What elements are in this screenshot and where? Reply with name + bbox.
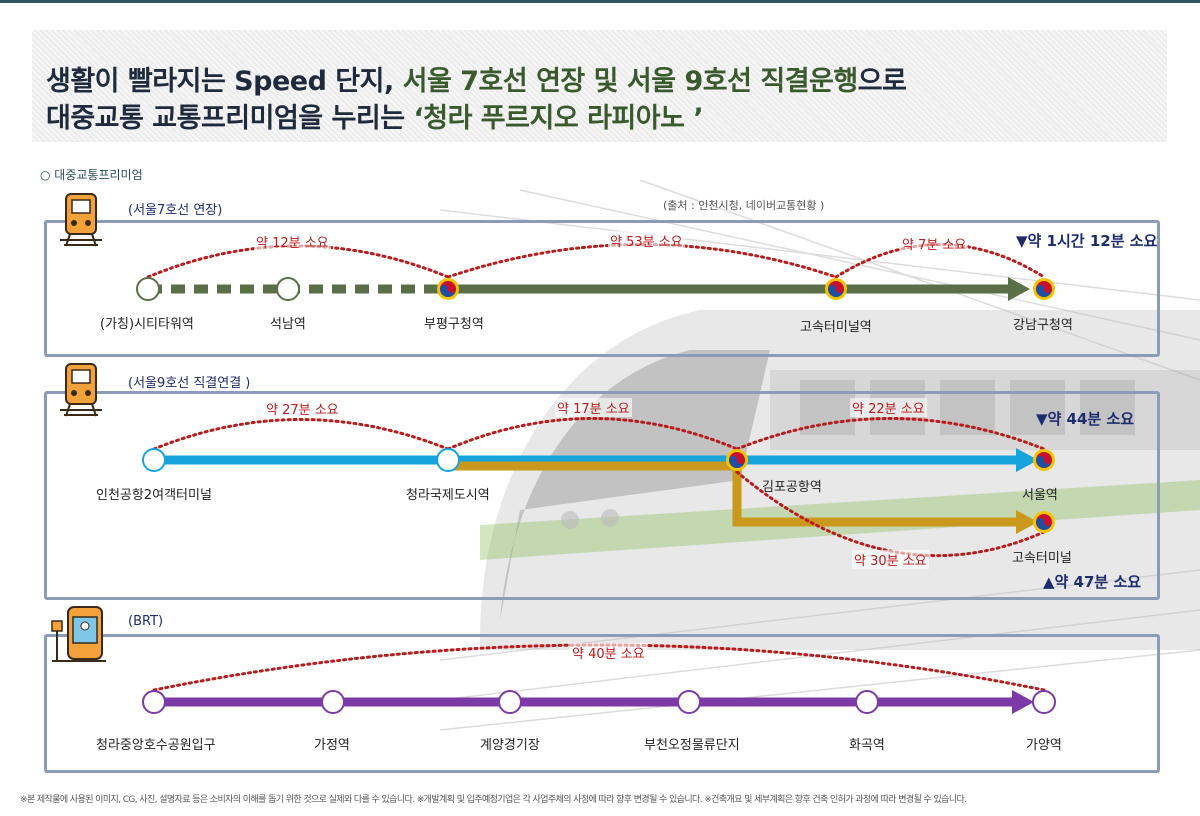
line7-arrow (1008, 277, 1030, 301)
line9-duration-1: 약 27분 소요 (264, 399, 341, 418)
top-rule (0, 0, 1200, 3)
taegeuk-icon (437, 278, 459, 300)
station-marker (1032, 690, 1056, 714)
line9-name: (서울9호선 직결연결 ) (128, 376, 251, 391)
station-label: 화곡역 (849, 738, 885, 753)
taegeuk-icon (1033, 278, 1055, 300)
station-label: 석남역 (270, 317, 306, 332)
line9-arc-3 (735, 417, 1046, 451)
headline-line-2: 대중교통 교통프리미엄을 누리는 ‘청라 푸르지오 라피아노 ’ (46, 103, 704, 134)
station-label: 가정역 (314, 738, 350, 753)
station-label: 김포공항역 (762, 480, 822, 495)
headline-banner: 생활이 빨라지는 Speed 단지, 서울 7호선 연장 및 서울 9호선 직결… (32, 30, 1167, 142)
line9-duration-3: 약 22분 소요 (850, 398, 927, 417)
line9-total-time-top: ▼약 44분 소요 (1036, 410, 1135, 428)
station-marker (136, 277, 160, 301)
station-label: 계양경기장 (480, 738, 540, 753)
station-label: 고속터미널 (1012, 551, 1072, 566)
line9-arc-2 (446, 417, 739, 451)
station-label: 인천공항2여객터미널 (96, 488, 212, 503)
line9-duration-2: 약 17분 소요 (555, 398, 632, 417)
train-icon (60, 363, 102, 417)
station-label: 강남구청역 (1013, 318, 1073, 333)
station-label: 청라중앙호수공원입구 (96, 738, 216, 753)
line9-total-time-bottom: ▲약 47분 소요 (1043, 573, 1142, 591)
taegeuk-icon (825, 278, 847, 300)
brt-duration: 약 40분 소요 (570, 643, 647, 662)
line7-total-time: ▼약 1시간 12분 소요 (1016, 232, 1158, 250)
headline-line-1: 생활이 빨라지는 Speed 단지, 서울 7호선 연장 및 서울 9호선 직결… (46, 66, 907, 97)
brt-route-frame (44, 634, 1160, 773)
section-title: ○ 대중교통프리미엄 (40, 168, 143, 182)
line7-name: (서울7호선 연장) (128, 203, 223, 218)
station-marker (276, 277, 300, 301)
line7-duration-3: 약 7분 소요 (900, 234, 969, 253)
station-marker (142, 690, 166, 714)
line9-branch-track (732, 466, 1020, 527)
footer-disclaimer: ※본 제작물에 사용된 이미지, CG, 사진, 설명자료 등은 소비자의 이해… (20, 795, 967, 805)
line7-duration-1: 약 12분 소요 (254, 232, 331, 251)
source-note: (출처 : 인천시청, 네이버교통현황 ) (663, 199, 825, 212)
station-label: 서울역 (1022, 488, 1058, 503)
train-background-image (440, 180, 1200, 731)
station-marker (321, 690, 345, 714)
station-label: (가칭)시티타워역 (100, 317, 194, 332)
line9-duration-4: 약 30분 소요 (852, 550, 929, 569)
station-label: 부평구청역 (424, 317, 484, 332)
station-label: 고속터미널역 (800, 320, 872, 335)
line9-arc-1 (152, 418, 450, 451)
station-marker (498, 690, 522, 714)
brt-arrow (1012, 690, 1034, 714)
taegeuk-icon (1033, 511, 1055, 533)
airport-line-arrow (1016, 448, 1038, 472)
train-icon (60, 193, 102, 247)
station-marker (855, 690, 879, 714)
line7-route-frame (44, 220, 1160, 357)
line9-route-frame (44, 391, 1160, 600)
station-label: 청라국제도시역 (406, 488, 490, 503)
station-label: 가양역 (1026, 738, 1062, 753)
bus-stop-icon (51, 606, 106, 662)
station-marker (436, 448, 460, 472)
station-marker (142, 448, 166, 472)
taegeuk-icon (1033, 449, 1055, 471)
line9-arrow (1016, 510, 1038, 534)
station-label: 부천오정물류단지 (644, 738, 740, 753)
brt-arc (152, 643, 1046, 692)
taegeuk-icon (726, 449, 748, 471)
line7-arc-1 (146, 244, 450, 279)
line7-duration-2: 약 53분 소요 (608, 231, 685, 250)
station-marker (677, 690, 701, 714)
brt-name: (BRT) (128, 614, 164, 629)
